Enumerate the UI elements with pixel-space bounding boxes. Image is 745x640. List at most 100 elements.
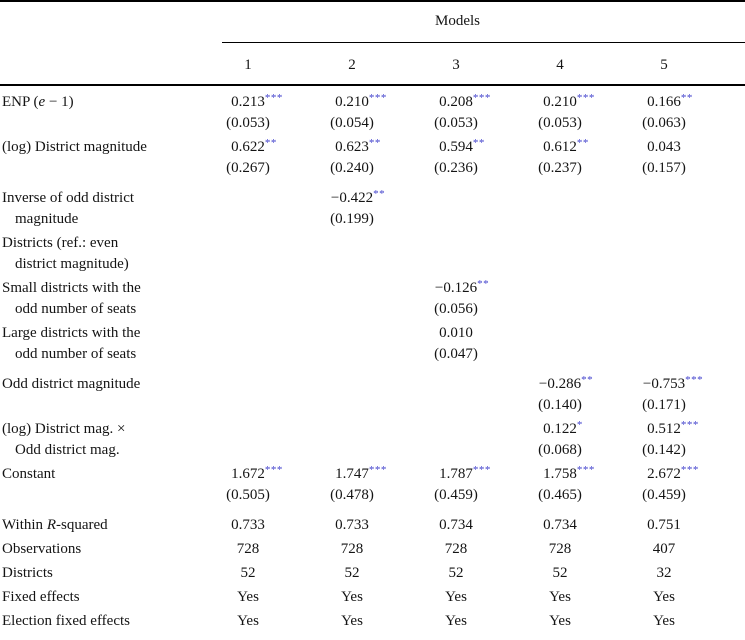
significance-stars: *** [472, 92, 491, 104]
value-cell [508, 230, 612, 254]
significance-stars: *** [576, 92, 595, 104]
value-cell [404, 365, 508, 395]
row-label-part: Odd district magnitude [2, 376, 141, 392]
row-label-part: Fixed effects [2, 589, 80, 605]
cell-value: Yes [549, 613, 571, 629]
row-pad-spacer [716, 179, 745, 209]
models-group-row: Models [0, 1, 745, 43]
significance-stars: ** [680, 92, 693, 104]
row-label [0, 113, 196, 134]
significance-stars: ** [581, 374, 594, 386]
cell-value: 0.210 *** [543, 92, 594, 113]
cell-value: 0.043 [647, 139, 681, 155]
value-cell: (0.199) [300, 209, 404, 230]
value-cell: −0.753 *** [612, 365, 716, 395]
cell-value: (0.063) [642, 115, 686, 131]
row-pad-spacer [716, 416, 745, 440]
row-pad-spacer [716, 275, 745, 299]
row-label-part: Inverse of odd district [2, 190, 135, 206]
cell-value: Yes [653, 589, 675, 605]
cell-value: (0.053) [434, 115, 478, 131]
row-label [0, 485, 196, 506]
value-cell: −0.422 ** [300, 179, 404, 209]
value-cell [404, 209, 508, 230]
cell-value: (0.236) [434, 160, 478, 176]
cell-value: 0.122 * [543, 419, 582, 440]
value-cell: 0.512 *** [612, 416, 716, 440]
value-cell [612, 275, 716, 299]
value-cell: (0.068) [508, 440, 612, 461]
value-cell [508, 344, 612, 365]
row-pad-spacer [716, 85, 745, 113]
cell-value: 407 [652, 541, 676, 557]
cell-value: (0.054) [330, 115, 374, 131]
row-pad-spacer [716, 113, 745, 134]
value-cell: (0.053) [196, 113, 300, 134]
table-row: Districts 52 52 52 52 32 [0, 560, 745, 584]
row-label-part: Observations [2, 541, 82, 557]
value-cell [196, 344, 300, 365]
table-header: Models 1 2 3 4 5 [0, 1, 745, 86]
value-cell: 32 [612, 560, 716, 584]
significance-stars: ** [472, 137, 485, 149]
value-cell [196, 275, 300, 299]
value-cell [300, 344, 404, 365]
value-cell: (0.142) [612, 440, 716, 461]
value-cell: 0.733 [196, 506, 300, 536]
value-cell: 0.623 ** [300, 134, 404, 158]
column-header-3: 3 [404, 43, 508, 86]
value-cell: 728 [508, 536, 612, 560]
value-cell [300, 365, 404, 395]
value-cell: (0.236) [404, 158, 508, 179]
row-label-part: − 1) [45, 94, 74, 110]
row-label: magnitude [0, 209, 196, 230]
value-cell [196, 209, 300, 230]
row-pad-spacer [716, 365, 745, 395]
cell-value: Yes [237, 589, 259, 605]
cell-value: 0.623 ** [335, 137, 380, 158]
significance-stars: ** [368, 137, 381, 149]
value-cell: (0.053) [404, 113, 508, 134]
table-row: Fixed effects Yes Yes Yes Yes Yes [0, 584, 745, 608]
value-cell: (0.056) [404, 299, 508, 320]
row-label-part: Small districts with the [2, 280, 141, 296]
row-label-part: (log) District mag. × [2, 421, 126, 437]
cell-value: (0.047) [434, 346, 478, 362]
significance-stars: ** [477, 278, 490, 290]
row-label: Election fixed effects [0, 608, 196, 640]
table-row: Constant 1.672 *** 1.747 *** 1.787 *** 1.758 ***… [0, 461, 745, 485]
row-label-part: odd number of seats [15, 301, 137, 317]
cell-value: Yes [445, 613, 467, 629]
cell-value: 0.213 *** [231, 92, 282, 113]
cell-value: 0.733 [335, 517, 369, 533]
row-label [0, 395, 196, 416]
cell-value: (0.459) [434, 487, 478, 503]
value-cell: 52 [300, 560, 404, 584]
table-row: Districts (ref.: even [0, 230, 745, 254]
value-cell [404, 440, 508, 461]
cell-value: 0.734 [543, 517, 577, 533]
significance-stars: ** [264, 137, 277, 149]
row-label-part: Constant [2, 466, 56, 482]
value-cell [300, 299, 404, 320]
value-cell: 1.672 *** [196, 461, 300, 485]
cell-value: −0.126 ** [435, 278, 489, 299]
value-cell [196, 440, 300, 461]
table-row: (0.053) (0.054) (0.053) (0.053) (0.063) [0, 113, 745, 134]
value-cell [196, 320, 300, 344]
cell-value: (0.157) [642, 160, 686, 176]
value-cell: Yes [612, 584, 716, 608]
table-row: (0.267) (0.240) (0.236) (0.237) (0.157) [0, 158, 745, 179]
value-cell: 728 [300, 536, 404, 560]
row-label: odd number of seats [0, 299, 196, 320]
cell-value: 52 [448, 565, 464, 581]
row-label: district magnitude) [0, 254, 196, 275]
row-pad-spacer [716, 440, 745, 461]
cell-value: 0.208 *** [439, 92, 490, 113]
value-cell: 0.166 ** [612, 85, 716, 113]
cell-value: 0.751 [647, 517, 681, 533]
row-pad-spacer [716, 506, 745, 536]
cell-value: 0.010 [439, 325, 473, 341]
